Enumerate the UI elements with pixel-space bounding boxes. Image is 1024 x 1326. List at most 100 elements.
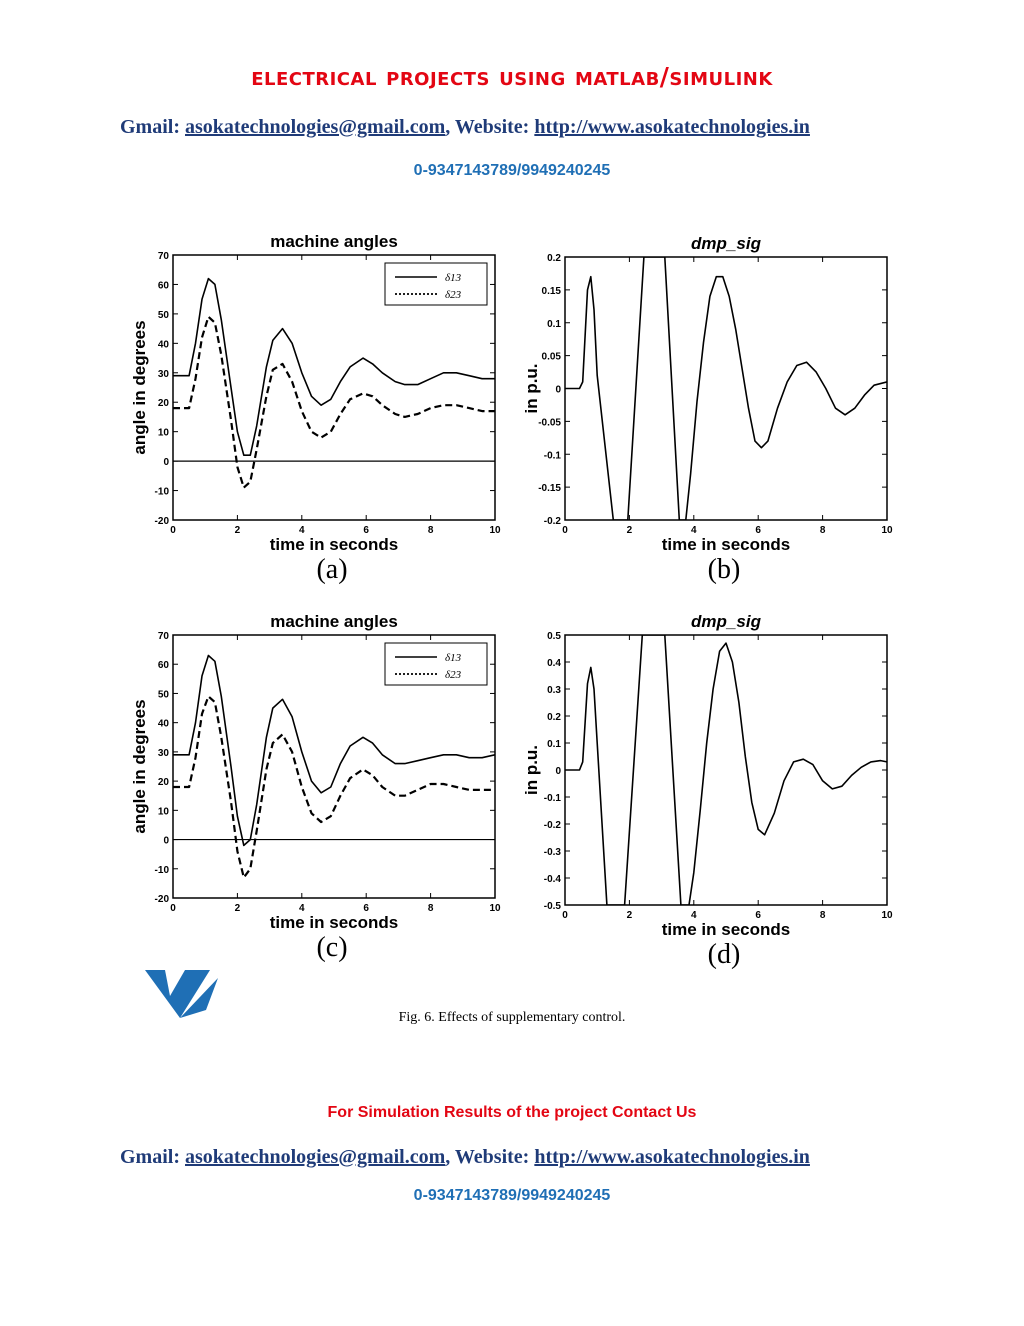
y-tick-label: -0.15 — [538, 483, 561, 494]
x-tick-label: 4 — [691, 525, 697, 536]
x-tick-label: 0 — [170, 903, 176, 914]
chart-title: dmp_sig — [691, 234, 762, 253]
y-tick-label: 50 — [158, 310, 170, 321]
y-tick-label: 60 — [158, 280, 170, 291]
legend-box — [384, 642, 488, 686]
gmail-link[interactable]: asokatechnologies@gmail.com — [185, 116, 446, 138]
gmail-label: Gmail: — [120, 1146, 185, 1168]
x-tick-label: 6 — [363, 525, 369, 536]
y-tick-label: 0.2 — [547, 712, 561, 723]
y-axis-label: in p.u. — [522, 363, 541, 413]
series-line — [173, 695, 495, 879]
y-tick-label: -0.05 — [538, 417, 561, 428]
footer-phone: 0-9347143789/9949240245 — [413, 1187, 611, 1204]
x-axis-label: time in seconds — [270, 535, 398, 554]
subfigure-label: (c) — [316, 932, 347, 963]
website-link[interactable]: http://www.asokatechnologies.in — [534, 116, 810, 138]
x-axis-label: time in seconds — [662, 535, 790, 554]
y-tick-label: 50 — [158, 689, 170, 700]
y-tick-label: 0 — [555, 385, 561, 396]
plot-frame — [172, 254, 496, 521]
page-title: Electrical Projects Using MATLAB/SIMULIN… — [251, 62, 773, 91]
x-axis-label: time in seconds — [662, 920, 790, 939]
chart-title: machine angles — [270, 612, 398, 631]
x-tick-label: 10 — [881, 910, 893, 921]
subfigure-label: (b) — [708, 554, 741, 585]
y-tick-label: 0.2 — [547, 253, 561, 264]
x-tick-label: 8 — [820, 525, 826, 536]
gmail-link[interactable]: asokatechnologies@gmail.com — [185, 1146, 446, 1168]
x-tick-label: 10 — [489, 525, 501, 536]
x-tick-label: 8 — [428, 903, 434, 914]
subfigure-label: (d) — [708, 939, 741, 970]
plot-frame — [172, 634, 496, 899]
y-tick-label: -20 — [155, 894, 170, 905]
series-line — [565, 635, 887, 905]
legend-label: δ13 — [445, 652, 462, 664]
y-tick-label: -0.1 — [544, 793, 562, 804]
y-tick-label: 0.1 — [547, 319, 561, 330]
chart-panel-d: dmp_sig -0.5 -0.4 -0.3 -0.2 -0.1 0 0.1 0.2 0.3 0.4… — [522, 612, 893, 970]
x-tick-label: 0 — [170, 525, 176, 536]
x-tick-label: 2 — [235, 525, 241, 536]
y-tick-label: 70 — [158, 631, 170, 642]
y-tick-label: 0 — [163, 457, 169, 468]
y-tick-label: -10 — [155, 865, 170, 876]
y-tick-label: 30 — [158, 369, 170, 380]
y-axis-label: angle in degrees — [130, 320, 149, 454]
x-tick-label: 2 — [627, 910, 633, 921]
y-tick-label: -0.5 — [544, 901, 562, 912]
y-tick-label: 20 — [158, 777, 170, 788]
y-tick-label: 70 — [158, 251, 170, 262]
chart-panel-a: machine angles -20 -10 0 10 20 30 40 50 60 70 0 2 4 6 8… — [130, 232, 501, 585]
y-tick-label: 0 — [555, 766, 561, 777]
plot-frame — [564, 256, 888, 521]
y-tick-label: 60 — [158, 660, 170, 671]
chart-panel-c: machine angles -20 -10 0 10 20 30 40 50 60 70 0 2 4 6 8… — [130, 612, 501, 963]
x-tick-label: 4 — [299, 903, 305, 914]
x-tick-label: 4 — [691, 910, 697, 921]
y-tick-label: 0.4 — [547, 658, 561, 669]
x-tick-label: 2 — [627, 525, 633, 536]
x-tick-label: 6 — [755, 910, 761, 921]
figure-caption: Fig. 6. Effects of supplementary control… — [398, 1010, 626, 1025]
header-phone: 0-9347143789/9949240245 — [413, 162, 611, 179]
y-tick-label: -20 — [155, 516, 170, 527]
x-tick-label: 2 — [235, 903, 241, 914]
y-tick-label: -0.2 — [544, 516, 562, 527]
y-tick-label: 10 — [158, 806, 170, 817]
series-line — [173, 277, 495, 456]
legend-label: δ23 — [445, 289, 462, 301]
x-tick-label: 10 — [881, 525, 893, 536]
y-tick-label: -0.3 — [544, 847, 562, 858]
y-tick-label: 10 — [158, 428, 170, 439]
x-axis-label: time in seconds — [270, 913, 398, 932]
website-label: , Website: — [445, 116, 535, 138]
header-contact-line: Gmail: asokatechnologies@gmail.com, Webs… — [120, 116, 810, 139]
x-tick-label: 4 — [299, 525, 305, 536]
chart-panel-b: dmp_sig -0.2 -0.15 -0.1 -0.05 0 0.05 0.1 0.15 0.2… — [522, 234, 893, 585]
y-tick-label: 30 — [158, 748, 170, 759]
y-tick-label: 0.5 — [547, 631, 561, 642]
y-tick-label: 0 — [163, 836, 169, 847]
series-line — [173, 654, 495, 847]
x-tick-label: 8 — [428, 525, 434, 536]
y-axis-label: angle in degrees — [130, 699, 149, 833]
y-tick-label: 20 — [158, 398, 170, 409]
chart-title: machine angles — [270, 232, 398, 251]
x-tick-label: 0 — [562, 525, 568, 536]
y-tick-label: 40 — [158, 719, 170, 730]
x-tick-label: 10 — [489, 903, 501, 914]
x-tick-label: 8 — [820, 910, 826, 921]
y-tick-label: -0.1 — [544, 450, 562, 461]
x-tick-label: 6 — [755, 525, 761, 536]
y-tick-label: 0.05 — [542, 352, 562, 363]
footer-contact-line: Gmail: asokatechnologies@gmail.com, Webs… — [120, 1146, 810, 1169]
y-tick-label: 0.15 — [542, 286, 562, 297]
gmail-label: Gmail: — [120, 116, 185, 138]
legend-label: δ13 — [445, 272, 462, 284]
y-axis-label: in p.u. — [522, 745, 541, 795]
website-link[interactable]: http://www.asokatechnologies.in — [534, 1146, 810, 1168]
series-line — [173, 315, 495, 489]
legend-box — [384, 262, 488, 306]
